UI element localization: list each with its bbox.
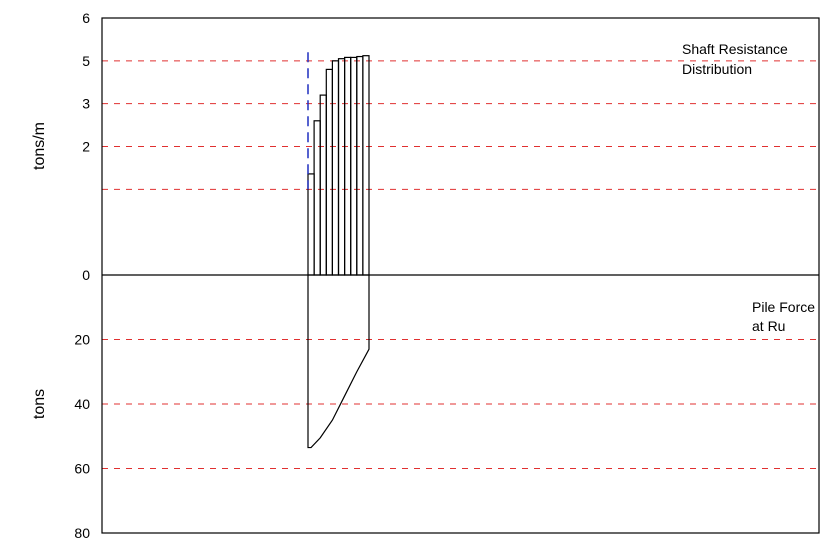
tick-label-top: 0 [82, 267, 90, 283]
shaft-resistance-bar [331, 60, 340, 276]
top-ylabel: tons/m [31, 122, 48, 170]
bottom-panel-title-line1: Pile Force [752, 299, 815, 315]
tick-label-bottom: 20 [74, 332, 90, 348]
tick-label-bottom: 40 [74, 396, 90, 412]
tick-label-bottom: 60 [74, 461, 90, 477]
tick-label-bottom: 80 [74, 525, 90, 541]
shaft-resistance-bar [344, 56, 352, 276]
shaft-resistance-bar [337, 58, 346, 276]
data-layer [307, 52, 370, 449]
bottom-panel-title-line2: at Ru [752, 318, 785, 334]
shaft-resistance-bar [362, 55, 370, 276]
tick-label-top: 3 [82, 96, 90, 112]
shaft-resistance-bar [356, 55, 364, 276]
shaft-resistance-bar [350, 56, 358, 276]
grid-layer [102, 60, 819, 469]
shaft-resistance-bar [313, 120, 321, 276]
shaft-resistance-bar [325, 68, 333, 276]
shaft-resistance-bar [319, 94, 327, 276]
top-panel-title-line1: Shaft Resistance [682, 41, 788, 57]
tick-label-top: 5 [82, 53, 90, 69]
top-panel-title-line2: Distribution [682, 61, 752, 77]
bottom-ylabel: tons [31, 389, 48, 419]
pile-force-profile [307, 275, 370, 449]
tick-label-top: 6 [82, 10, 90, 26]
tick-label-top: 2 [82, 139, 90, 155]
